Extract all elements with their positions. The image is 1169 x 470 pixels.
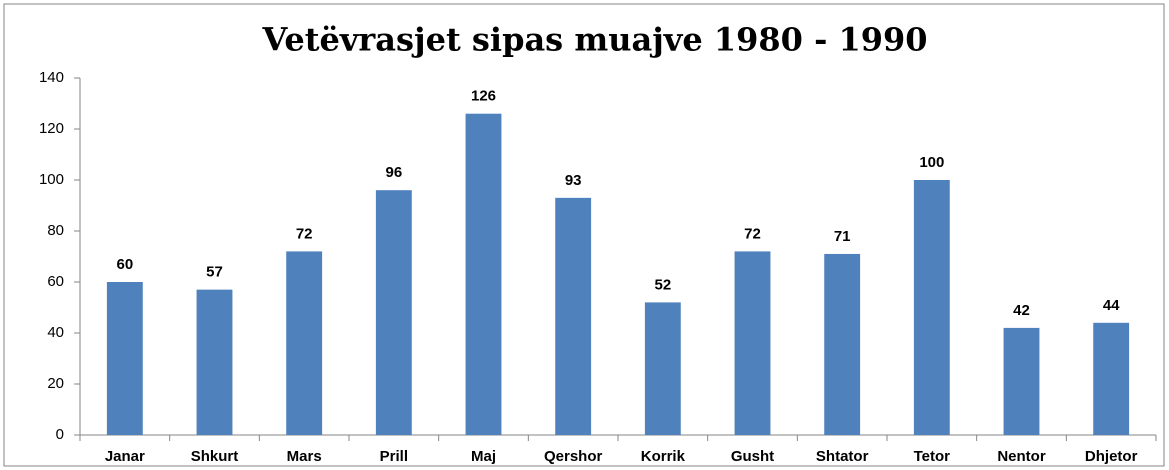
bar xyxy=(196,289,233,435)
value-label: 72 xyxy=(744,225,761,242)
x-tick-label: Nentor xyxy=(997,448,1045,465)
x-tick-label: Qershor xyxy=(544,448,603,465)
y-tick-label: 140 xyxy=(39,69,64,86)
value-label: 42 xyxy=(1013,302,1030,319)
x-tick-label: Mars xyxy=(287,448,322,465)
x-tick-label: Shkurt xyxy=(191,448,239,465)
x-tick-label: Korrik xyxy=(641,448,686,465)
value-label: 96 xyxy=(385,164,402,181)
x-tick-label: Prill xyxy=(380,448,408,465)
x-tick-label: Janar xyxy=(105,448,145,465)
bar xyxy=(375,190,412,435)
x-tick-label: Gusht xyxy=(731,448,774,465)
bar xyxy=(913,180,950,435)
y-tick-label: 20 xyxy=(47,375,64,392)
x-tick-label: Shtator xyxy=(816,448,869,465)
bar xyxy=(734,251,771,435)
value-label: 52 xyxy=(654,276,671,293)
y-tick-label: 0 xyxy=(56,426,64,443)
x-tick-label: Maj xyxy=(471,448,496,465)
value-label: 57 xyxy=(206,264,223,281)
x-tick-label: Tetor xyxy=(914,448,951,465)
bar xyxy=(1003,327,1040,435)
bar xyxy=(555,197,592,435)
y-tick-label: 40 xyxy=(47,324,64,341)
value-label: 72 xyxy=(296,225,313,242)
bar xyxy=(106,282,143,435)
y-tick-label: 100 xyxy=(39,171,64,188)
value-label: 100 xyxy=(919,154,944,171)
value-label: 44 xyxy=(1103,297,1120,314)
bar xyxy=(644,302,681,435)
value-label: 60 xyxy=(116,256,133,273)
bar xyxy=(286,251,323,435)
bar xyxy=(1093,322,1130,435)
bar xyxy=(465,113,502,435)
y-tick-label: 60 xyxy=(47,273,64,290)
bar xyxy=(824,253,861,435)
y-tick-label: 120 xyxy=(39,120,64,137)
value-label: 126 xyxy=(471,88,496,105)
value-label: 93 xyxy=(565,172,582,189)
chart-title: Vetëvrasjet sipas muajve 1980 - 1990 xyxy=(261,21,927,59)
x-tick-label: Dhjetor xyxy=(1085,448,1138,465)
y-tick-label: 80 xyxy=(47,222,64,239)
value-label: 71 xyxy=(834,228,851,245)
